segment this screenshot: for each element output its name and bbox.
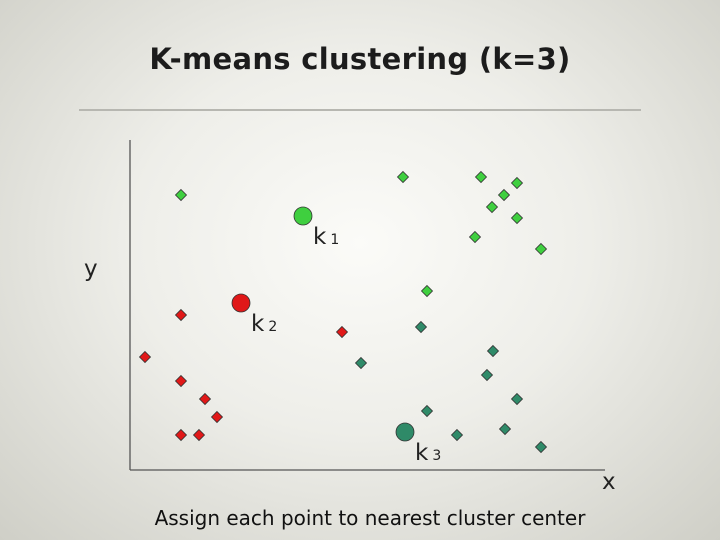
data-point-cluster-3 <box>534 440 548 454</box>
cluster-center-1-marker <box>293 206 313 226</box>
data-point-cluster-1 <box>174 188 188 202</box>
data-points <box>138 170 548 454</box>
cluster-center-2-marker <box>231 293 251 313</box>
data-point-cluster-3 <box>486 344 500 358</box>
data-point-cluster-2 <box>192 428 206 442</box>
data-point-cluster-1 <box>468 230 482 244</box>
data-point-cluster-2 <box>198 392 212 406</box>
data-point-cluster-3 <box>510 392 524 406</box>
y-axis-label: y <box>84 256 98 282</box>
data-point-cluster-1 <box>474 170 488 184</box>
data-point-cluster-2 <box>174 428 188 442</box>
data-point-cluster-1 <box>534 242 548 256</box>
data-point-cluster-1 <box>510 211 524 225</box>
data-point-cluster-2 <box>335 325 349 339</box>
caption: Assign each point to nearest cluster cen… <box>154 506 586 530</box>
data-point-cluster-3 <box>414 320 428 334</box>
cluster-centers: k 1 k 2 k 3 <box>231 206 441 466</box>
page-title: K-means clustering (k=3) <box>149 42 571 76</box>
data-point-cluster-1 <box>497 188 511 202</box>
cluster-center-3-marker <box>395 422 415 442</box>
title-divider <box>79 109 641 111</box>
data-point-cluster-3 <box>354 356 368 370</box>
data-point-cluster-2 <box>210 410 224 424</box>
data-point-cluster-2 <box>174 374 188 388</box>
data-point-cluster-3 <box>420 404 434 418</box>
data-point-cluster-1 <box>485 200 499 214</box>
x-axis-label: x <box>602 469 616 495</box>
data-point-cluster-3 <box>498 422 512 436</box>
data-point-cluster-3 <box>480 368 494 382</box>
data-point-cluster-3 <box>450 428 464 442</box>
data-point-cluster-1 <box>420 284 434 298</box>
data-point-cluster-2 <box>138 350 152 364</box>
data-point-cluster-1 <box>396 170 410 184</box>
data-point-cluster-1 <box>510 176 524 190</box>
data-point-cluster-2 <box>174 308 188 322</box>
